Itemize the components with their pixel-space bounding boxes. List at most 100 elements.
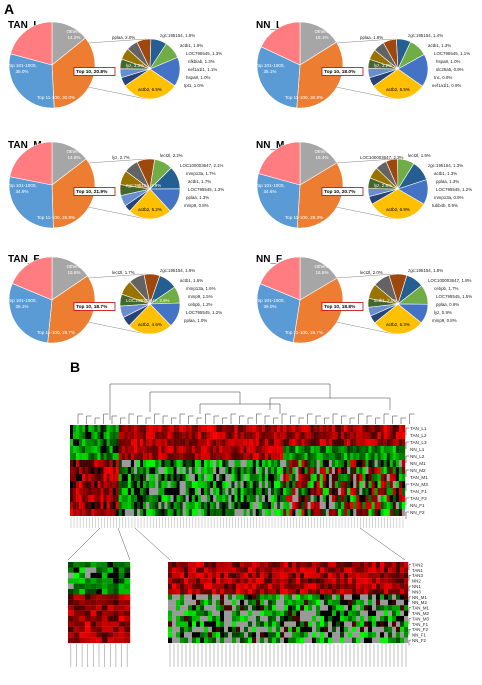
heatmap-cell: [322, 488, 327, 495]
heatmap-cell: [79, 621, 86, 627]
pie-slice: [260, 21, 301, 66]
heatmap-cell: [364, 616, 369, 622]
heatmap-cell: [286, 509, 290, 516]
heatmap-cell: [286, 432, 290, 439]
heatmap-cell: [243, 509, 247, 516]
heatmap-cell: [100, 432, 104, 439]
heatmap-cell: [100, 481, 104, 488]
heatmap-cell: [231, 460, 235, 467]
heatmap-cell: [109, 453, 113, 460]
heatmap-cell: [307, 509, 311, 516]
heatmap-cell: [244, 616, 249, 622]
heatmap-cell: [124, 605, 131, 611]
heatmap-cell: [68, 562, 74, 568]
heatmap-cell: [118, 439, 122, 446]
heatmap-cell: [248, 583, 253, 590]
heatmap-cell: [208, 626, 213, 633]
heatmap-cell: [249, 460, 253, 467]
heatmap-cell: [137, 467, 141, 474]
heatmap-zoom-row-label: NN_F1: [412, 633, 426, 638]
heatmap-cell: [300, 616, 305, 622]
heatmap-cell: [88, 453, 92, 460]
heatmap-cell: [133, 509, 138, 516]
heatmap-cell: [332, 567, 337, 573]
heatmap-cell: [365, 495, 369, 502]
heatmap-cell: [101, 578, 108, 584]
heatmap-cell: [97, 488, 101, 495]
heatmap-cell: [96, 632, 103, 638]
heatmap-cell: [344, 495, 348, 502]
heatmap-cell: [228, 626, 233, 633]
heatmap-cell: [404, 610, 409, 617]
heatmap-cell: [344, 583, 349, 590]
heatmap-cell: [220, 583, 225, 590]
heatmap-cell: [225, 446, 229, 453]
heatmap-cell: [284, 626, 289, 633]
heatmap-cell: [220, 562, 225, 568]
heatmap-cell: [228, 562, 233, 568]
heatmap-cell: [344, 509, 348, 516]
heatmap-cell: [340, 589, 345, 595]
heatmap-cell: [143, 509, 147, 516]
heatmap-cell: [207, 502, 211, 509]
heatmap-cell: [340, 616, 345, 622]
heatmap-cell: [200, 616, 205, 622]
heatmap-cell: [176, 432, 180, 439]
heatmap-cell: [161, 502, 165, 509]
heatmap-cell: [240, 567, 245, 573]
heatmap-cell: [252, 467, 256, 474]
heatmap-cell: [353, 460, 357, 467]
heatmap-cell: [182, 495, 186, 502]
heatmap-cell: [210, 495, 214, 502]
heatmap-cell: [264, 637, 269, 644]
heatmap-cell: [280, 467, 284, 474]
heatmap-cell: [341, 481, 345, 488]
heatmap-cell: [82, 467, 86, 474]
heatmap-cell: [398, 432, 403, 439]
heatmap-cell: [344, 425, 348, 432]
heatmap-cell: [228, 594, 233, 600]
heatmap-cell: [274, 467, 278, 474]
heatmap-cell: [113, 578, 119, 584]
heatmap-cell: [219, 432, 223, 439]
heatmap-cell: [380, 589, 385, 595]
heatmap-cell: [106, 432, 110, 439]
heatmap-cell: [356, 446, 360, 453]
heatmap-cell: [164, 432, 168, 439]
sub-pie-label: hspa8, 1.0%: [186, 75, 211, 80]
heatmap-cell: [364, 610, 369, 617]
heatmap-cell: [268, 605, 273, 611]
heatmap-cell: [112, 446, 116, 453]
heatmap-cell: [260, 562, 265, 568]
heatmap-cell: [292, 474, 296, 481]
heatmap-cell: [70, 467, 74, 474]
heatmap-cell: [328, 509, 333, 516]
heatmap-cell: [396, 626, 401, 633]
heatmap-cell: [319, 488, 323, 495]
heatmap-cell: [368, 626, 373, 633]
heatmap-cell: [121, 502, 126, 509]
heatmap-cell: [237, 453, 241, 460]
heatmap-cell: [368, 594, 373, 600]
heatmap-cell: [240, 425, 244, 432]
pie-slice: [8, 176, 54, 229]
heatmap-cell: [376, 616, 381, 622]
heatmap-cell: [328, 605, 333, 611]
heatmap-cell: [331, 446, 336, 453]
heatmap-cell: [304, 589, 309, 595]
heatmap-cell: [179, 425, 183, 432]
heatmap-cell: [328, 446, 333, 453]
heatmap-cell: [384, 594, 389, 600]
heatmap-cell: [231, 453, 235, 460]
heatmap-cell: [124, 583, 131, 590]
heatmap-cell: [168, 567, 173, 573]
heatmap-cell: [188, 583, 193, 590]
heatmap-cell: [312, 605, 317, 611]
heatmap-cell: [252, 621, 257, 627]
heatmap-cell: [312, 583, 317, 590]
heatmap-cell: [261, 446, 266, 453]
heatmap-cell: [118, 446, 122, 453]
heatmap-cell: [344, 439, 348, 446]
connector-line: [335, 158, 395, 164]
heatmap-cell: [377, 460, 381, 467]
